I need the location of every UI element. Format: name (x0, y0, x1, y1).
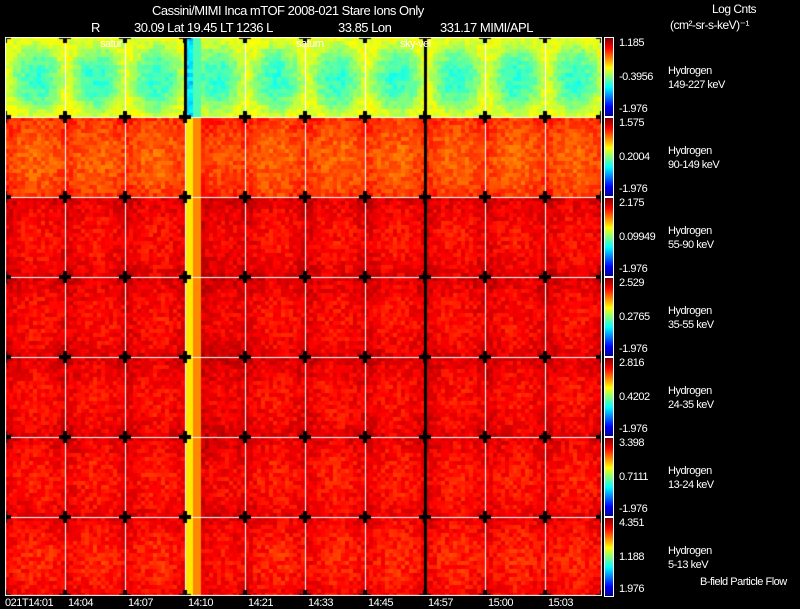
x-tick-label: 14:04 (68, 597, 94, 609)
energy-label: 90-149 keV (668, 159, 720, 171)
colorbar-mid: -0.3956 (619, 71, 653, 83)
units-title: Log Cnts (712, 2, 757, 16)
colorbar-min: -1.976 (619, 183, 648, 195)
colorbar-min: -1.976 (619, 263, 648, 275)
x-tick-label: 14:21 (248, 597, 274, 609)
energy-label: 149-227 keV (668, 79, 725, 91)
x-tick-label: 021T14:01 (5, 597, 54, 609)
energy-label: 55-90 keV (668, 239, 714, 251)
plot-title: Cassini/MIMI Inca mTOF 2008-021 Stare Io… (152, 3, 424, 18)
energy-label: 13-24 keV (668, 479, 714, 491)
x-tick-label: 14:33 (308, 597, 334, 609)
species-label: Hydrogen (668, 465, 712, 477)
x-tick-label: 14:45 (368, 597, 394, 609)
r-label: R (91, 20, 100, 35)
overlay-label: saturn (296, 38, 324, 50)
colorbar-min: -1.976 (619, 103, 648, 115)
colorbar-max: 3.398 (619, 437, 645, 449)
spectrogram-heatmap (5, 37, 602, 596)
colorbar (604, 37, 614, 117)
energy-label: 5-13 keV (668, 559, 709, 571)
x-tick-label: 14:07 (128, 597, 154, 609)
colorbar-mid: 0.4202 (619, 391, 650, 403)
colorbar-min: -1.976 (619, 503, 648, 515)
x-tick-label: 14:10 (188, 597, 214, 609)
colorbar-max: 2.175 (619, 197, 645, 209)
colorbar (604, 197, 614, 277)
colorbar (604, 437, 614, 517)
species-label: Hydrogen (668, 545, 712, 557)
species-label: Hydrogen (668, 65, 712, 77)
energy-label: 35-55 keV (668, 319, 714, 331)
colorbar-min: 1.976 (619, 583, 645, 595)
colorbar (604, 117, 614, 197)
colorbar (604, 517, 614, 597)
x-tick-label: 14:57 (428, 597, 454, 609)
footer-note: B-field Particle Flow (700, 576, 787, 588)
colorbar-mid: 1.188 (619, 551, 645, 563)
colorbar-mid: 0.2004 (619, 151, 650, 163)
colorbar-min: -1.976 (619, 343, 648, 355)
species-label: Hydrogen (668, 385, 712, 397)
overlay-label: satur (100, 38, 122, 50)
energy-label: 24-35 keV (668, 399, 714, 411)
position-line: 30.09 Lat 19.45 LT 1236 L (134, 20, 273, 35)
colorbar-max: 1.185 (619, 37, 645, 49)
species-label: Hydrogen (668, 305, 712, 317)
colorbar-mid: 0.09949 (619, 231, 656, 243)
x-tick-label: 15:03 (548, 597, 574, 609)
colorbar-mid: 0.2765 (619, 311, 650, 323)
colorbar-min: -1.976 (619, 423, 648, 435)
species-label: Hydrogen (668, 145, 712, 157)
x-tick-label: 15:00 (488, 597, 514, 609)
colorbar-mid: 0.7111 (619, 471, 649, 483)
colorbar (604, 277, 614, 357)
overlay-label: sky-vel (400, 38, 431, 50)
colorbar-max: 4.351 (619, 517, 645, 529)
colorbar-max: 2.529 (619, 277, 645, 289)
lon-line: 33.85 Lon (338, 20, 392, 35)
colorbar-max: 2.816 (619, 357, 645, 369)
units: (cm²-sr-s-keV)⁻¹ (670, 18, 749, 32)
species-label: Hydrogen (668, 225, 712, 237)
colorbar-max: 1.575 (619, 117, 645, 129)
colorbar (604, 357, 614, 437)
lon-value: 331.17 MIMI/APL (440, 20, 533, 35)
